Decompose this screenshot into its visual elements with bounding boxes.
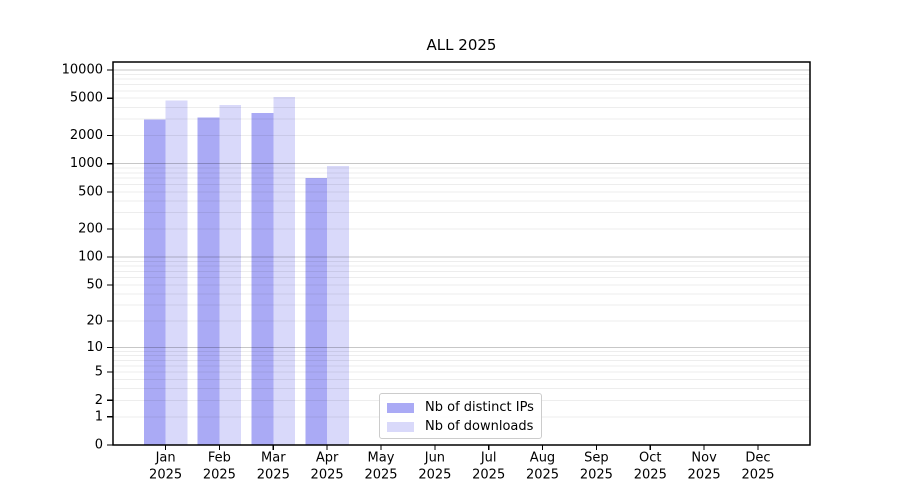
legend-row-downloads: Nb of downloads (387, 417, 541, 436)
x-tick-label-year-jan: 2025 (149, 468, 182, 483)
x-tick-label-oct: Oct (639, 451, 661, 466)
y-tick-label-2: 2 (95, 393, 103, 408)
bar-downloads-apr (327, 165, 349, 446)
x-tick-label-jul: Jul (480, 451, 497, 466)
x-tick-label-apr: Apr (316, 451, 339, 466)
x-tick-label-mar: Mar (261, 451, 286, 466)
y-tick-label-200: 200 (78, 222, 103, 237)
y-tick-label-100: 100 (78, 250, 103, 265)
chart-title: ALL 2025 (426, 36, 497, 54)
bar-downloads-feb (219, 104, 242, 446)
x-tick-label-year-dec: 2025 (741, 468, 774, 483)
x-tick-label-year-feb: 2025 (203, 468, 236, 483)
y-tick-label-50: 50 (86, 277, 103, 292)
legend: Nb of distinct IPs Nb of downloads (379, 393, 542, 439)
legend-label-distinct-ips: Nb of distinct IPs (425, 400, 534, 415)
bar-downloads-mar (273, 96, 296, 446)
y-tick-label-500: 500 (78, 184, 103, 199)
x-tick-label-may: May (368, 451, 395, 466)
x-tick-label-year-jun: 2025 (418, 468, 451, 483)
x-tick-label-year-nov: 2025 (688, 468, 721, 483)
y-tick-label-10000: 10000 (62, 63, 103, 78)
y-tick-label-1000: 1000 (70, 156, 103, 171)
x-tick-label-year-aug: 2025 (526, 468, 559, 483)
x-tick-label-year-apr: 2025 (311, 468, 344, 483)
legend-label-downloads: Nb of downloads (425, 419, 534, 434)
x-tick-label-year-may: 2025 (364, 468, 397, 483)
bar-distinct-ips-apr (305, 178, 328, 445)
legend-swatch-distinct-ips (387, 402, 414, 413)
x-tick-label-sep: Sep (584, 451, 609, 466)
bar-distinct-ips-jan (143, 119, 166, 446)
x-tick-label-year-jul: 2025 (472, 468, 505, 483)
x-tick-label-jun: Jun (424, 451, 445, 466)
x-tick-label-year-mar: 2025 (257, 468, 290, 483)
y-tick-label-20: 20 (86, 314, 103, 329)
y-tick-label-5: 5 (95, 365, 103, 380)
x-tick-label-year-oct: 2025 (634, 468, 667, 483)
bar-downloads-jan (165, 100, 188, 446)
x-tick-label-aug: Aug (530, 451, 555, 466)
plot-border (112, 61, 811, 446)
y-tick-label-10: 10 (86, 340, 103, 355)
y-tick-label-2000: 2000 (70, 128, 103, 143)
y-tick-label-0: 0 (95, 438, 103, 453)
x-tick-label-feb: Feb (208, 451, 231, 466)
bar-distinct-ips-mar (251, 113, 274, 445)
y-tick-label-1: 1 (95, 409, 103, 424)
x-tick-label-dec: Dec (745, 451, 770, 466)
y-tick-label-5000: 5000 (70, 91, 103, 106)
legend-swatch-downloads (387, 421, 414, 432)
x-tick-label-nov: Nov (691, 451, 717, 466)
x-tick-label-jan: Jan (155, 451, 176, 466)
x-tick-label-year-sep: 2025 (580, 468, 613, 483)
legend-row-distinct-ips: Nb of distinct IPs (387, 398, 541, 417)
bar-distinct-ips-feb (197, 117, 220, 445)
